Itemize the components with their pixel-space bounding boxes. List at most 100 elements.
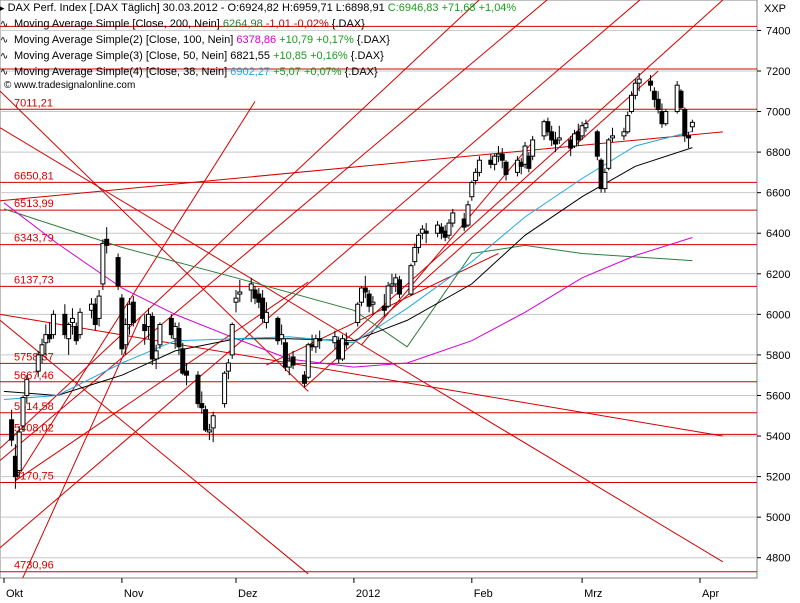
legend-value: 6264,98: [222, 18, 263, 30]
candle-body: [648, 80, 654, 86]
candle-body: [522, 145, 528, 165]
ohlc-values: - O:6924,82 H:6959,71 L:6898,91: [217, 2, 388, 14]
candle-body: [77, 311, 83, 336]
plot-layer: 7011,21 6650,81 6513,99 6343,79 6137,73 5758,…: [0, 0, 757, 578]
x-tick-label: 2012: [356, 588, 380, 600]
candle-body: [275, 317, 281, 342]
candle-body: [225, 362, 231, 372]
candle-body: [332, 336, 338, 344]
level-label: 6650,81: [14, 170, 54, 182]
legend-label: Moving Average Simple(3) [Close, 50, Nei…: [14, 50, 228, 62]
x-tick-label: Feb: [474, 588, 493, 600]
candle-body: [301, 374, 307, 384]
candle-body: [359, 287, 365, 303]
legend-item[interactable]: ∿ Moving Average Simple(3) [Close, 50, Ne…: [0, 48, 760, 64]
legend-value: 6378,86: [236, 34, 277, 46]
candle-body: [210, 415, 216, 429]
y-tick-label: 7400: [766, 25, 790, 37]
candle-body: [123, 323, 129, 346]
candle-body: [305, 344, 311, 378]
candle-body: [621, 131, 627, 137]
level-label: 7011,21: [14, 97, 53, 109]
y-tick-label: 6800: [766, 147, 790, 159]
instrument-title: DAX Perf. Index [.DAX Täglich] 30.03.201…: [7, 2, 218, 14]
legend-item[interactable]: ∿ Moving Average Simple [Close, 200, Nein…: [0, 16, 760, 32]
level-label: 5667,46: [14, 370, 54, 382]
candle-body: [499, 153, 505, 161]
candle-body: [416, 234, 422, 248]
trend-line: [0, 0, 480, 449]
candle-body: [115, 257, 121, 287]
candle-body: [469, 182, 475, 198]
candle-body: [689, 121, 695, 128]
trend-line: [0, 0, 548, 461]
legend-item[interactable]: ∿ Moving Average Simple(4) [Close, 38, Ne…: [0, 64, 760, 80]
legend-change: +10,79 +0,17%: [279, 34, 354, 46]
candle-body: [526, 155, 532, 169]
candle-body: [636, 78, 642, 84]
legend-change: +10,85 +0,16%: [273, 50, 348, 62]
candle-body: [465, 204, 471, 226]
candle-body: [423, 230, 429, 234]
legend-suffix: {.DAX}: [353, 34, 390, 46]
y-tick-label: 5600: [766, 390, 790, 402]
candle-body: [492, 155, 498, 165]
level-label: 5514,58: [14, 401, 54, 413]
level-label: 4730,96: [14, 560, 54, 572]
level-label: 6137,73: [14, 274, 54, 286]
legend-change: +5,07 +0,07%: [273, 66, 342, 78]
y-tick-label: 6600: [766, 188, 790, 200]
candle-body: [248, 283, 254, 291]
candle-body: [149, 315, 155, 360]
level-label: 5170,75: [14, 471, 54, 483]
candle-body: [476, 159, 482, 173]
trend-line: [0, 0, 641, 548]
wave-icon: ∿: [0, 35, 9, 46]
candle-body: [610, 135, 616, 139]
candle-body: [682, 109, 688, 137]
ma-line-3: [3, 130, 693, 400]
x-tick-label: Okt: [6, 588, 23, 600]
legend-label: Moving Average Simple [Close, 200, Nein]: [14, 18, 220, 30]
candle-body: [343, 342, 349, 346]
candle-body: [556, 137, 562, 141]
candle-body: [206, 429, 212, 433]
trend-line: [14, 101, 256, 481]
trend-line: [304, 70, 659, 388]
trend-line: [361, 141, 534, 346]
candle-body: [339, 338, 345, 360]
trend-line: [0, 90, 309, 392]
y-tick-label: 6400: [766, 228, 790, 240]
candle-body: [35, 354, 41, 372]
candle-body: [184, 370, 190, 376]
candle-body: [503, 161, 509, 175]
legend-suffix: {.DAX}: [341, 66, 378, 78]
candle-body: [530, 139, 536, 157]
candle-body: [119, 297, 125, 350]
candle-body: [142, 323, 148, 332]
candle-body: [130, 301, 136, 323]
candle-body: [237, 291, 243, 295]
axis-corner-label: XXP: [764, 3, 787, 15]
candle-body: [362, 287, 368, 293]
candle-body: [203, 409, 209, 431]
legend-value: 6902,27: [230, 66, 271, 78]
candle-body: [260, 297, 266, 319]
legend-change: -1,01 -0,02%: [265, 18, 329, 30]
candle-body: [39, 344, 45, 356]
ma-line-0: [3, 208, 693, 348]
header-row: ▸ DAX Perf. Index [.DAX Täglich] 30.03.2…: [0, 0, 760, 16]
legend-item[interactable]: ∿ Moving Average Simple(2) [Close, 100, N…: [0, 32, 760, 48]
legend-suffix: {.DAX}: [328, 18, 365, 30]
candle-body: [663, 111, 669, 125]
y-tick-label: 6000: [766, 309, 790, 321]
candle-body: [100, 242, 106, 285]
candle-body: [222, 372, 228, 405]
level-label: 6343,79: [14, 233, 54, 245]
candle-body: [16, 431, 22, 472]
candle-body: [233, 297, 239, 303]
y-tick-label: 4800: [766, 553, 790, 565]
y-tick-label: 6200: [766, 269, 790, 281]
